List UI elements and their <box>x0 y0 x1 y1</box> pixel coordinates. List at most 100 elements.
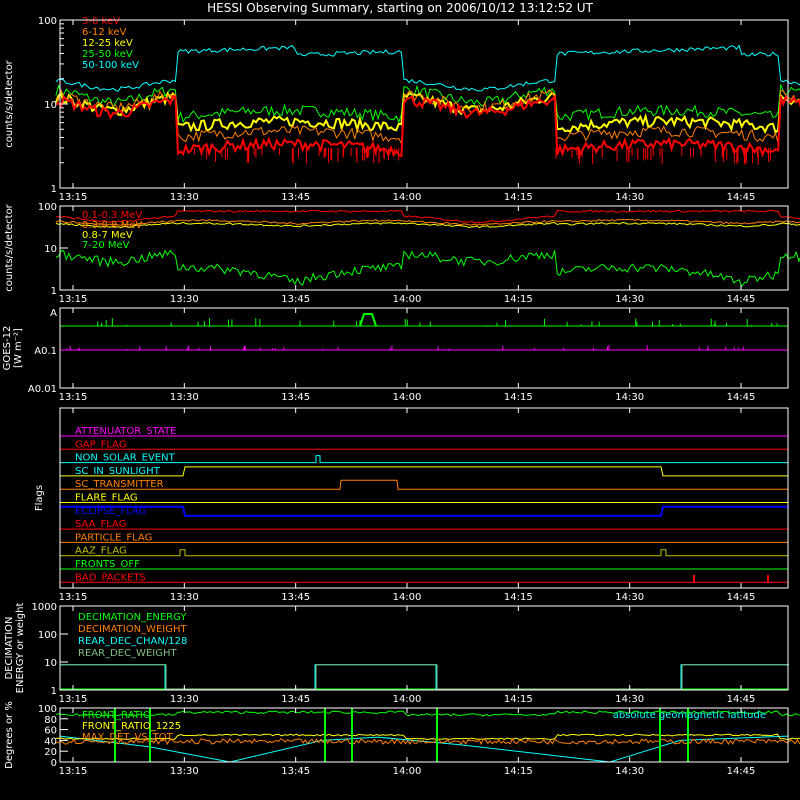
panel4: ATTENUATOR_STATE GAP_FLAG NON_SOLAR_EVENT S… <box>34 426 788 583</box>
panel5-ylabel-1: 100 <box>38 630 57 641</box>
panel1-legend-3: 25-50 keV <box>82 49 133 60</box>
panel2-ylabel-2: 1 <box>51 286 57 297</box>
panel4-flag-label-11: BAD_PACKETS <box>75 572 146 583</box>
panel6-xlabel-4: 14:15 <box>504 766 533 777</box>
panel6-ylabel-4: 20 <box>44 747 57 758</box>
panel5-legend-1: DECIMATION_WEIGHT <box>78 624 187 635</box>
panel2-xlabel-3: 14:00 <box>393 294 422 305</box>
panel5-legend-3: REAR_DEC_WEIGHT <box>78 648 177 659</box>
panel4-xlabel-5: 14:30 <box>615 592 644 603</box>
panel6-ylabel-0: 100 <box>38 704 57 715</box>
panel4-flag-label-10: FRONTS_OFF <box>75 559 140 570</box>
panel1-yaxis-title: counts/s/detector <box>4 59 15 147</box>
panel6-ylabel-3: 40 <box>44 736 57 747</box>
panel1-ylabel-2: 1 <box>51 184 57 195</box>
panel2-ylabel-0: 100 <box>38 202 57 213</box>
panel4-xlabel-1: 13:30 <box>170 592 199 603</box>
panel6-xlabel-5: 14:30 <box>615 766 644 777</box>
panel1-xlabel-6: 14:45 <box>727 192 756 203</box>
panel6-ylabel-5: 0 <box>51 758 57 769</box>
panel4-flag-line-4 <box>60 479 788 490</box>
panel3-ylabel-1: A0.1 <box>34 346 57 357</box>
panel6-xlabel-0: 13:15 <box>59 766 88 777</box>
panel2-frame <box>59 205 789 291</box>
panel4-xlabel-3: 14:00 <box>393 592 422 603</box>
panel2-xlabel-2: 13:45 <box>281 294 310 305</box>
panel2-series-1 <box>55 218 800 226</box>
panel1-xlabel-4: 14:15 <box>504 192 533 203</box>
panel6-legend-0: FRONT_RATIO <box>82 710 151 721</box>
panel4-flag-label-5: FLARE_FLAG <box>75 493 138 504</box>
panel1-legend-4: 50-100 keV <box>82 60 139 71</box>
panel5-frame <box>59 605 789 691</box>
panel4-flag-line-9 <box>60 549 788 557</box>
panel3-xlabel-1: 13:30 <box>170 392 199 403</box>
panel4-flag-label-2: NON_SOLAR_EVENT <box>75 453 176 464</box>
panel6-xlabel-2: 13:45 <box>281 766 310 777</box>
panel4-flag-label-1: GAP_FLAG <box>75 439 127 450</box>
panel3-xlabel-5: 14:30 <box>615 392 644 403</box>
panel1-series-1 <box>55 88 800 146</box>
panel4-flag-label-7: SAA_FLAG <box>75 519 126 530</box>
panel6-legend-1: FRONT_RATIO_1225 <box>82 721 181 732</box>
panel4-xlabel-2: 13:45 <box>281 592 310 603</box>
panel5-yaxis-title2: ENERGY or weight <box>15 603 26 694</box>
panel5-ylabel-3: 1 <box>51 686 57 697</box>
panel3-goes-bump <box>359 313 377 327</box>
panel1-legend-1: 6-12 keV <box>82 27 126 38</box>
panel6-front-ratio-1225 <box>55 733 800 741</box>
panel5-xlabel-3: 14:00 <box>393 694 422 705</box>
panel4-yaxis-title: Flags <box>34 485 45 511</box>
panel1-ylabel-0: 100 <box>38 16 57 27</box>
panel3: A A0.1 A0.01 GOES-12 [W m⁻²] <box>2 308 788 395</box>
panel2-series-0 <box>55 209 800 224</box>
panel6-legend-geolat: absolute geomagnetic latitude <box>613 710 766 721</box>
panel5-yaxis-title: DECIMATION <box>4 616 15 679</box>
panel4-flag-line-6 <box>60 505 788 517</box>
panel1-series-3 <box>55 84 800 124</box>
panel5-ylabel-0: 1000 <box>32 602 57 613</box>
panel5-xlabel-0: 13:15 <box>59 694 88 705</box>
panel4-flag-line-2 <box>60 455 788 464</box>
panel4-xlabel-6: 14:45 <box>727 592 756 603</box>
panel4-flag-label-4: SC_TRANSMITTER <box>75 479 164 490</box>
panel3-frame <box>59 307 789 389</box>
panel1-series-2 <box>54 91 800 135</box>
panel6-max-det <box>55 737 800 746</box>
panel6-frame <box>59 707 789 763</box>
panel3-ylabel-2: A0.01 <box>28 384 57 395</box>
panel5-xlabel-5: 14:30 <box>615 694 644 705</box>
panel1-frame <box>59 19 789 189</box>
panel5-xlabel-1: 13:30 <box>170 694 199 705</box>
panel2-legend-0: 0.1-0.3 MeV <box>82 210 142 221</box>
panel1-legend-0: 3-6 keV <box>82 16 120 27</box>
panel3-yaxis-title2: [W m⁻²] <box>13 328 24 368</box>
panel4-flag-label-6: ECLIPSE_FLAG <box>75 506 146 517</box>
panel4-flag-label-9: AAZ_FLAG <box>75 546 127 557</box>
panel4-flag-label-8: PARTICLE_FLAG <box>75 532 152 543</box>
panel5-legend-2: REAR_DEC_CHAN/128 <box>78 636 187 647</box>
panel3-xlabel-2: 13:45 <box>281 392 310 403</box>
panel2-ylabel-1: 10 <box>44 244 57 255</box>
panel2-series-3 <box>55 249 800 288</box>
panel5-ylabel-2: 10 <box>44 658 57 669</box>
panel2-xlabel-5: 14:30 <box>615 294 644 305</box>
panel2-xlabel-0: 13:15 <box>59 294 88 305</box>
panel6-geolat <box>59 735 789 763</box>
panel1-xlabel-2: 13:45 <box>281 192 310 203</box>
panel4-frame <box>59 407 789 589</box>
panel1-series-4 <box>55 44 800 92</box>
panel6-yaxis-title: Degrees or % <box>4 701 15 769</box>
panel4-xlabel-4: 14:15 <box>504 592 533 603</box>
panel5-xlabel-4: 14:15 <box>504 694 533 705</box>
panel5-xlabel-6: 14:45 <box>727 694 756 705</box>
panel6-xlabel-6: 14:45 <box>727 766 756 777</box>
panel4-flag-label-3: SC_IN_SUNLIGHT <box>75 466 161 477</box>
panel6-front-ratio <box>55 710 800 717</box>
panel2-legend-1: 0.3-0.8 MeV <box>82 220 142 231</box>
